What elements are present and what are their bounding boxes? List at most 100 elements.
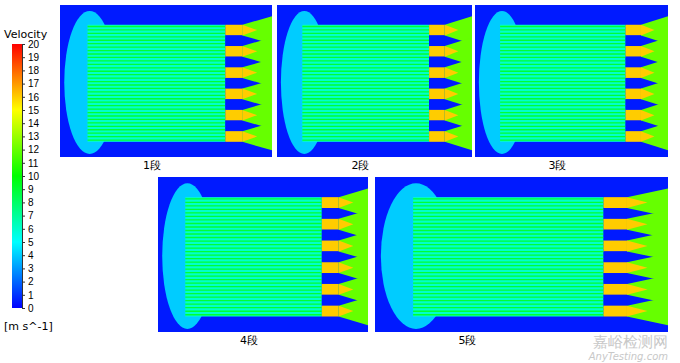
tube-flow [302,88,429,89]
jet [242,123,272,151]
nozzle [626,25,641,36]
tube-flow [500,136,625,137]
nozzle [225,46,242,57]
colorbar-unit: [m s^-1] [4,320,53,333]
tube-flow [185,300,321,301]
panel [375,177,668,332]
blockage [604,230,627,241]
tube-flow [185,258,321,259]
tube-flow [88,36,226,37]
jet-core [641,110,655,121]
tube-flow [185,293,321,294]
tube-flow [302,60,429,61]
jet-core [641,131,655,142]
tube-flow [500,33,625,34]
blockage [429,121,445,132]
tube-flow [500,115,625,116]
tube-flow [88,112,226,113]
colorbar-tick-mark [22,242,25,243]
tube-flow [413,307,603,308]
tube-flow [185,268,321,269]
blockage [225,35,242,46]
tube-flow [88,43,226,44]
watermark: 嘉峪检测网 [593,333,668,351]
colorbar-tick-label: 8 [28,197,34,208]
tube-flow [500,88,625,89]
blockage [225,57,242,68]
nozzle [322,262,339,273]
tube-flow [185,233,321,234]
colorbar-tick-label: 1 [28,290,34,301]
jet-core [339,284,354,295]
colorbar-tick-mark [22,308,25,309]
nozzle [225,67,242,78]
tube-flow [88,122,226,123]
tube-flow [413,279,603,280]
tube-flow [500,102,625,103]
tube-flow [500,91,625,92]
nozzle [429,131,445,142]
tube-flow [500,43,625,44]
tube-flow [302,119,429,120]
colorbar-tick-label: 0 [28,303,34,314]
colorbar-tick-mark [22,255,25,256]
colorbar-tick: 10 [22,171,40,182]
tube-flow [500,46,625,47]
tube-flow [302,64,429,65]
blockage [429,99,445,110]
colorbar-tick-label: 16 [28,92,40,103]
tube-flow [88,53,226,54]
tube-flow [185,304,321,305]
tube-flow [88,115,226,116]
panel [277,5,472,157]
jet-core [242,110,257,121]
colorbar-tick-mark [22,176,25,177]
blockage [429,78,445,89]
tube-bank [88,25,226,142]
panel-title: 2段 [352,159,370,172]
tube-flow [413,209,603,210]
nozzle [429,46,445,57]
colorbar-tick-mark [22,57,25,58]
tube-flow [88,29,226,30]
tube-flow [500,50,625,51]
tube-flow [302,115,429,116]
tube-flow [302,67,429,68]
tube-flow [88,33,226,34]
tube-flow [413,300,603,301]
nozzle [626,131,641,142]
tube-flow [302,46,429,47]
tube-bank [185,197,321,316]
tube-flow [88,108,226,109]
tube-flow [302,50,429,51]
blockage [626,35,641,46]
colorbar-tick-mark [22,70,25,71]
tube-flow [500,98,625,99]
nozzle [429,25,445,36]
colorbar-tick-mark [22,84,25,85]
tube-flow [185,237,321,238]
panel-title: 5段 [459,334,477,347]
tube-flow [500,122,625,123]
tube-flow [500,53,625,54]
tube-flow [500,40,625,41]
nozzle [626,46,641,57]
jet [339,297,368,325]
tube-bank [413,197,603,316]
tube-flow [88,88,226,89]
colorbar-tick-label: 15 [28,105,40,116]
tube-bank [302,25,429,142]
tube-flow [413,219,603,220]
nozzle [429,67,445,78]
tube-flow [500,71,625,72]
colorbar-tick: 17 [22,78,40,89]
tube-flow [88,133,226,134]
jet-core [339,219,354,230]
colorbar-tick: 3 [22,263,34,274]
colorbar-tick: 11 [22,158,39,169]
nozzle [225,89,242,100]
colorbar-axis-line [23,45,26,309]
tube-flow [500,36,625,37]
tube-flow [413,275,603,276]
colorbar-tick-mark [22,163,25,164]
